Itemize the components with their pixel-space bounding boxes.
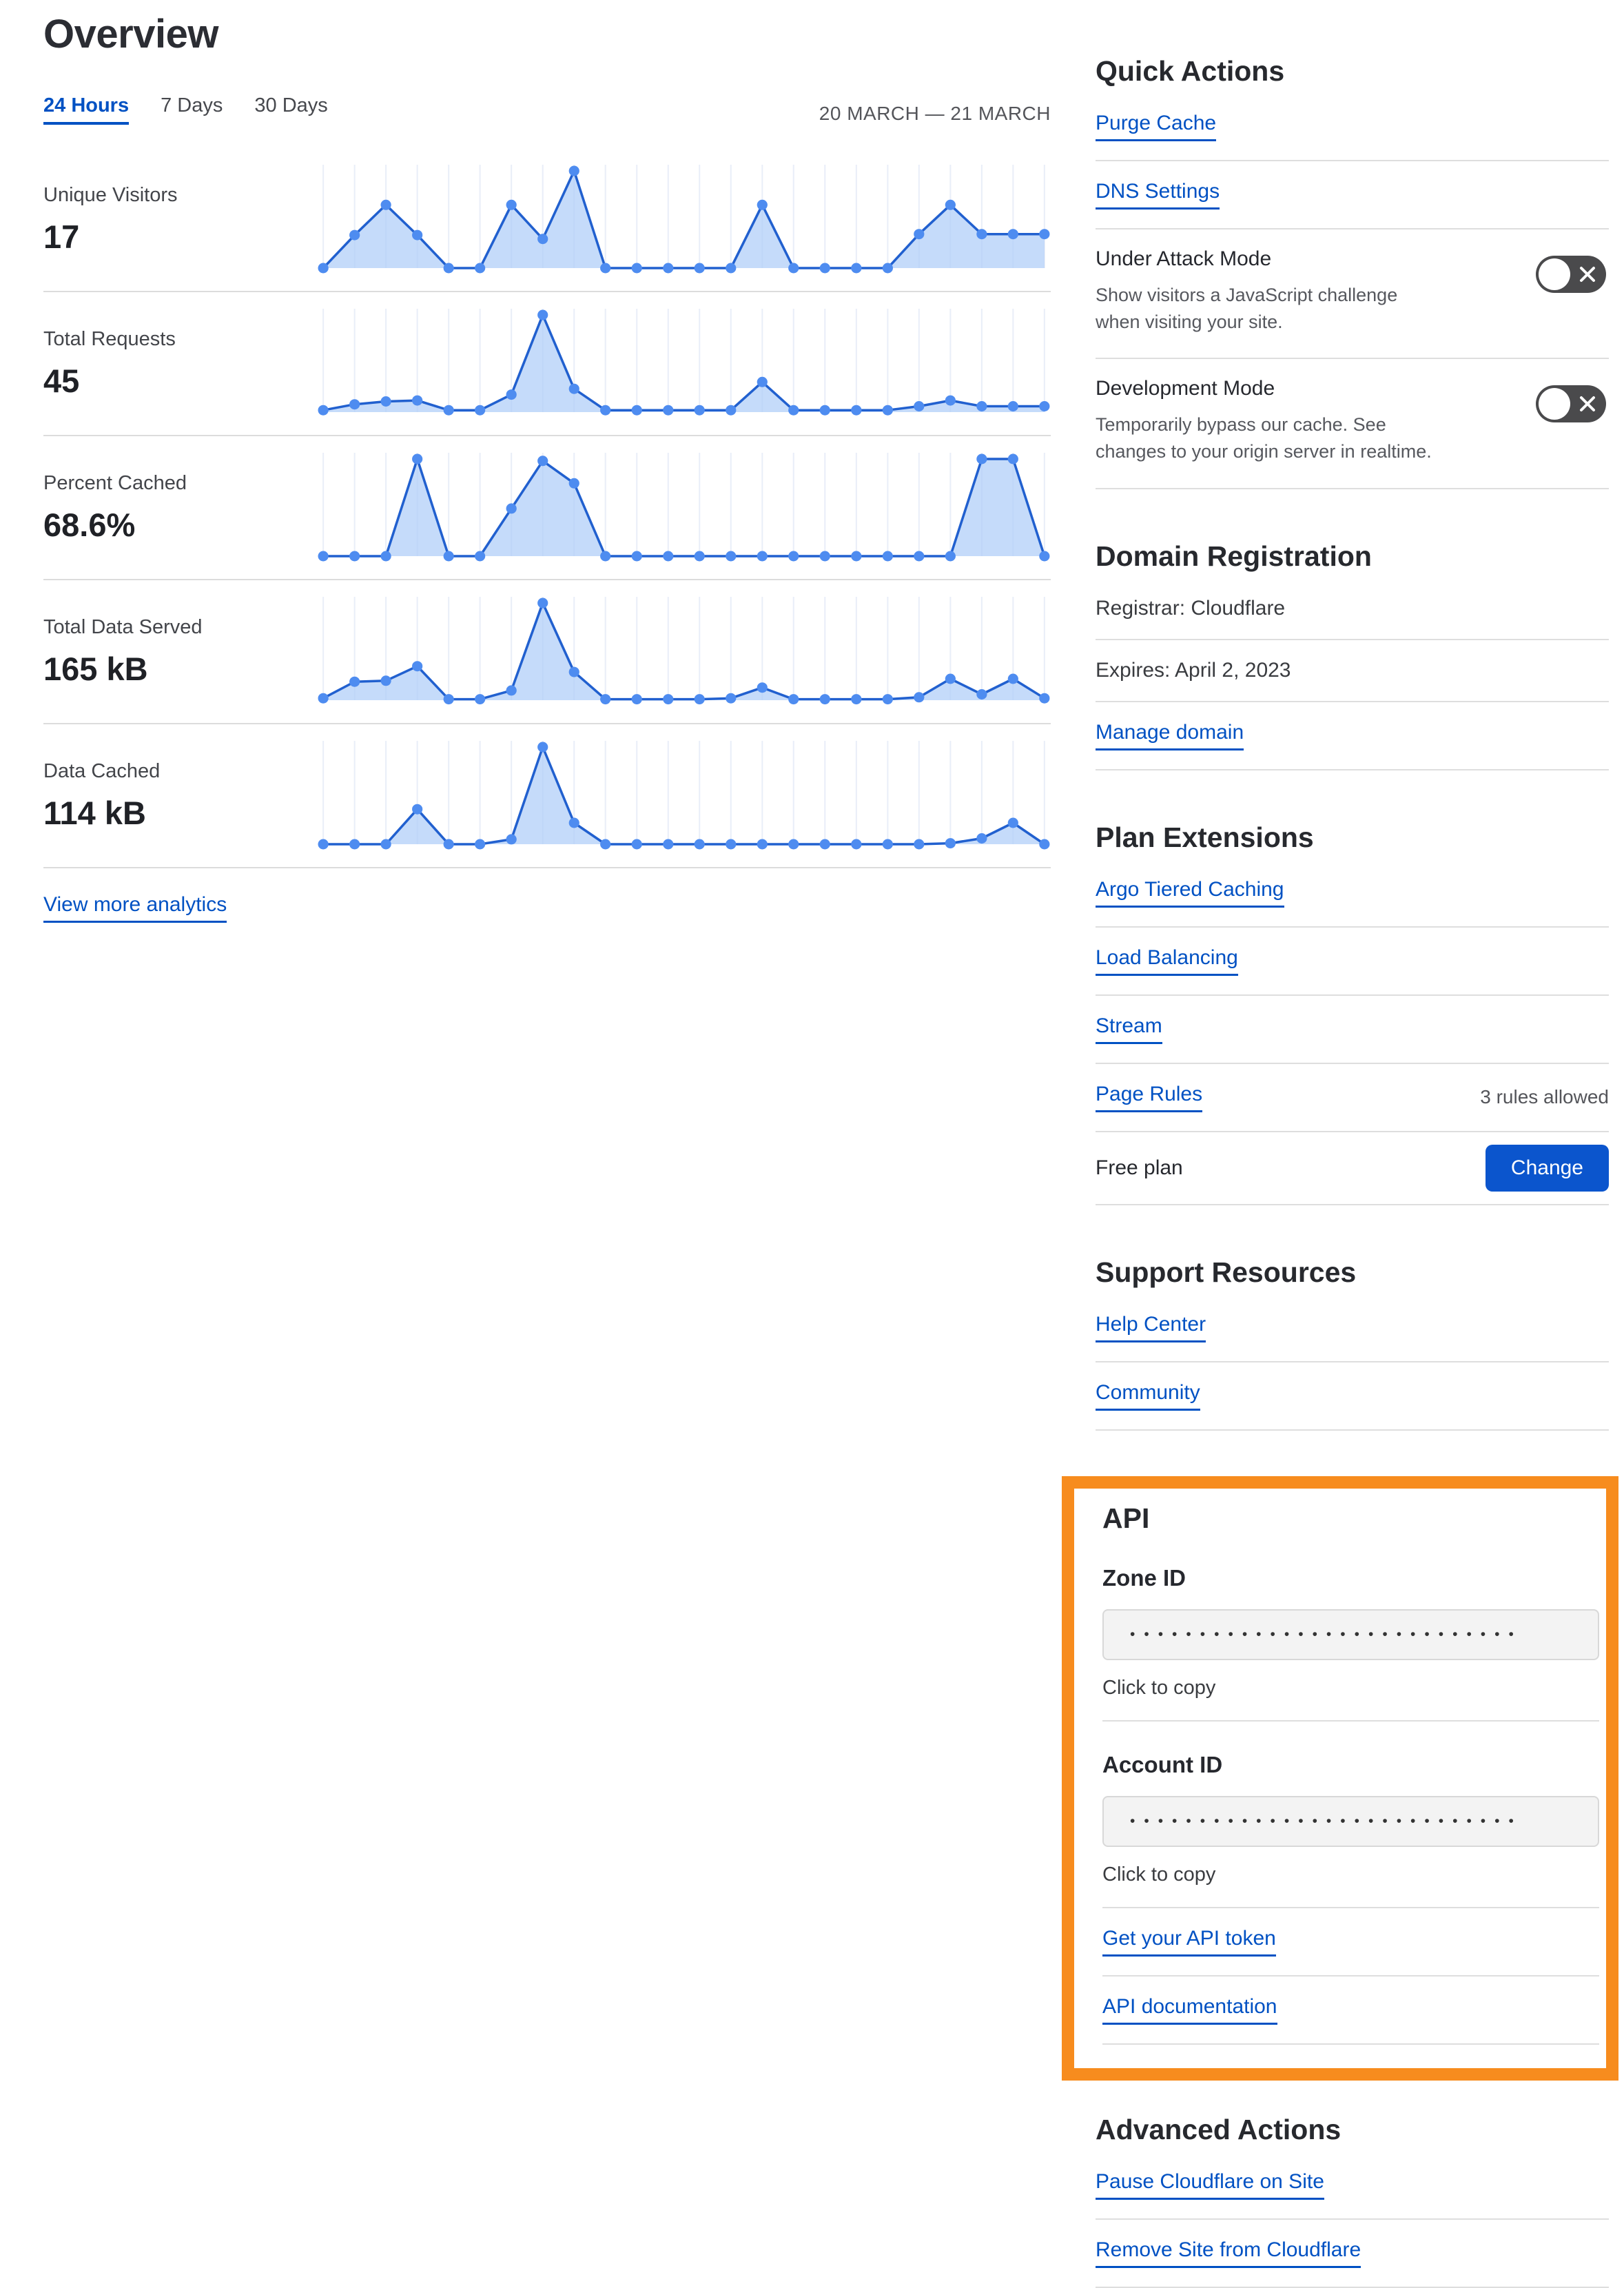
view-more-analytics-link[interactable]: View more analytics	[43, 893, 227, 923]
metric-row-data-cached: Data Cached 114 kB	[43, 723, 1051, 868]
sparkline-chart-total-data-served	[318, 597, 1050, 705]
account-id-field[interactable]: ••••••••••••••••••••••••••••	[1102, 1795, 1599, 1847]
metric-rows: Unique Visitors 17 Total Requests 45 Per…	[43, 148, 1051, 868]
registrar-row: Registrar: Cloudflare	[1096, 578, 1609, 640]
dns-settings-link[interactable]: DNS Settings	[1096, 180, 1220, 210]
tab-24-hours[interactable]: 24 Hours	[43, 94, 130, 125]
account-id-copy-hint: Click to copy	[1102, 1863, 1599, 1908]
analytics-panel: Overview 24 Hours 7 Days 30 Days 20 MARC…	[43, 0, 1051, 923]
development-mode-row: Development Mode Temporarily bypass our …	[1096, 359, 1609, 489]
purge-cache-row: Purge Cache	[1096, 93, 1609, 161]
stream-link[interactable]: Stream	[1096, 1014, 1162, 1044]
load-balancing-row: Load Balancing	[1096, 928, 1609, 996]
pause-cloudflare-row: Pause Cloudflare on Site	[1096, 2152, 1609, 2220]
remove-site-row: Remove Site from Cloudflare	[1096, 2220, 1609, 2288]
under-attack-mode-label: Under Attack Mode	[1096, 247, 1272, 270]
time-range-tabs: 24 Hours 7 Days 30 Days	[43, 94, 328, 125]
get-api-token-row: Get your API token	[1102, 1908, 1599, 1977]
page-title: Overview	[43, 12, 218, 57]
metric-value: 165 kB	[43, 651, 148, 687]
metric-value: 68.6%	[43, 507, 136, 543]
toggle-knob	[1539, 388, 1570, 420]
dns-settings-row: DNS Settings	[1096, 161, 1609, 229]
toggle-x-icon	[1580, 396, 1595, 412]
zone-id-label: Zone ID	[1102, 1564, 1186, 1591]
advanced-actions-heading: Advanced Actions	[1096, 2113, 1342, 2145]
community-row: Community	[1096, 1362, 1609, 1431]
metric-value: 45	[43, 362, 80, 399]
sparkline-chart-total-requests	[318, 309, 1050, 416]
account-id-label: Account ID	[1102, 1751, 1223, 1777]
time-range-bar: 24 Hours 7 Days 30 Days 20 MARCH — 21 MA…	[43, 94, 1051, 125]
metric-row-total-requests: Total Requests 45	[43, 291, 1051, 435]
argo-tiered-caching-row: Argo Tiered Caching	[1096, 859, 1609, 928]
metric-row-unique-visitors: Unique Visitors 17	[43, 148, 1051, 291]
date-range-label: 20 MARCH — 21 MARCH	[819, 103, 1051, 124]
zone-id-masked-value: ••••••••••••••••••••••••••••	[1130, 1626, 1523, 1642]
under-attack-mode-toggle[interactable]	[1536, 256, 1606, 293]
support-resources-heading: Support Resources	[1096, 1256, 1357, 1288]
zone-id-copy-hint: Click to copy	[1102, 1677, 1599, 1722]
metric-label: Unique Visitors	[43, 184, 178, 206]
expires-row: Expires: April 2, 2023	[1096, 640, 1609, 702]
under-attack-mode-row: Under Attack Mode Show visitors a JavaSc…	[1096, 229, 1609, 360]
sparkline-chart-unique-visitors	[318, 165, 1050, 274]
page-rules-allowance: 3 rules allowed	[1480, 1086, 1609, 1108]
help-center-link[interactable]: Help Center	[1096, 1313, 1206, 1342]
argo-tiered-caching-link[interactable]: Argo Tiered Caching	[1096, 878, 1284, 908]
sparkline-chart-data-cached	[318, 741, 1050, 850]
account-id-masked-value: ••••••••••••••••••••••••••••	[1130, 1812, 1523, 1829]
metric-label: Percent Cached	[43, 472, 187, 494]
tab-30-days[interactable]: 30 Days	[254, 94, 328, 116]
sparkline-chart-percent-cached	[318, 453, 1050, 562]
plan-name-label: Free plan	[1096, 1156, 1183, 1179]
community-link[interactable]: Community	[1096, 1381, 1200, 1411]
page-rules-link[interactable]: Page Rules	[1096, 1083, 1203, 1112]
tab-7-days[interactable]: 7 Days	[161, 94, 223, 116]
change-plan-button[interactable]: Change	[1485, 1144, 1609, 1192]
purge-cache-link[interactable]: Purge Cache	[1096, 112, 1217, 141]
api-section-highlight: API Zone ID ••••••••••••••••••••••••••••…	[1062, 1475, 1618, 2081]
plan-extensions-heading: Plan Extensions	[1096, 821, 1314, 853]
load-balancing-link[interactable]: Load Balancing	[1096, 946, 1238, 976]
development-mode-toggle[interactable]	[1536, 385, 1606, 423]
development-mode-description: Temporarily bypass our cache. See change…	[1096, 414, 1432, 462]
development-mode-label: Development Mode	[1096, 377, 1275, 400]
metric-label: Total Requests	[43, 328, 176, 350]
get-api-token-link[interactable]: Get your API token	[1102, 1927, 1276, 1957]
sidebar: Quick Actions Purge Cache DNS Settings U…	[1062, 0, 1618, 2288]
zone-id-field[interactable]: ••••••••••••••••••••••••••••	[1102, 1608, 1599, 1660]
page-rules-row: Page Rules 3 rules allowed	[1096, 1064, 1609, 1132]
pause-cloudflare-link[interactable]: Pause Cloudflare on Site	[1096, 2170, 1324, 2200]
metric-value: 114 kB	[43, 795, 146, 831]
under-attack-mode-description: Show visitors a JavaScript challenge whe…	[1096, 285, 1398, 333]
api-documentation-row: API documentation	[1102, 1977, 1599, 2045]
metric-label: Data Cached	[43, 760, 161, 782]
stream-row: Stream	[1096, 996, 1609, 1064]
plan-row: Free plan Change	[1096, 1132, 1609, 1205]
toggle-x-icon	[1580, 267, 1595, 282]
toggle-knob	[1539, 258, 1570, 290]
api-documentation-link[interactable]: API documentation	[1102, 1995, 1277, 2025]
quick-actions-heading: Quick Actions	[1096, 55, 1285, 87]
manage-domain-row: Manage domain	[1096, 702, 1609, 770]
help-center-row: Help Center	[1096, 1294, 1609, 1362]
api-heading: API	[1102, 1502, 1150, 1534]
metric-row-percent-cached: Percent Cached 68.6%	[43, 435, 1051, 579]
remove-site-link[interactable]: Remove Site from Cloudflare	[1096, 2238, 1361, 2268]
metric-row-total-data-served: Total Data Served 165 kB	[43, 579, 1051, 723]
manage-domain-link[interactable]: Manage domain	[1096, 721, 1244, 750]
metric-value: 17	[43, 218, 80, 255]
domain-registration-heading: Domain Registration	[1096, 540, 1372, 572]
metric-label: Total Data Served	[43, 616, 203, 638]
